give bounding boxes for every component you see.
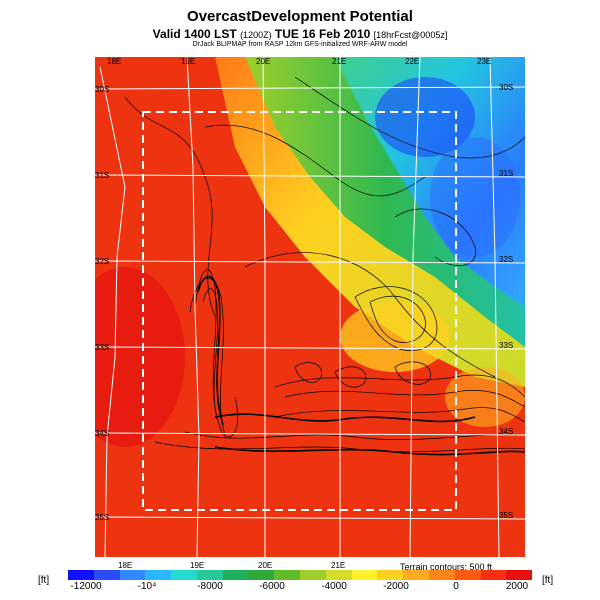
unit-left: [ft] [38, 575, 50, 586]
lon-label-bottom: 21E [331, 561, 346, 570]
lat-label-left: 32S [95, 257, 110, 266]
lon-label-top: 22E [405, 57, 420, 66]
colorbar-segment [506, 570, 533, 580]
valid-time-line: Valid 1400 LST (1200Z) TUE 16 Feb 2010 [… [0, 27, 600, 41]
lon-label-top: 19E [181, 57, 196, 66]
lon-label-bottom: 18E [118, 561, 133, 570]
cold-patch-2 [430, 137, 520, 257]
colorbar-tick: 2000 [505, 581, 529, 592]
lat-label-right: 34S [499, 427, 514, 436]
lat-label-right: 33S [499, 341, 514, 350]
lat-label-right: 31S [499, 169, 514, 178]
colorbar-segment [68, 570, 94, 580]
terrain-contour-note: Terrain contours: 500 ft [400, 562, 493, 572]
inner-domain-box [142, 111, 457, 511]
colorbar-segment [377, 570, 404, 580]
colorbar-segment [248, 570, 275, 580]
lon-label-bottom: 19E [190, 561, 205, 570]
colorbar-segment [403, 570, 429, 580]
lon-label-top: 23E [477, 57, 492, 66]
colorbar-segment [145, 570, 172, 580]
lat-label-left: 30S [95, 85, 110, 94]
colorbar-segment [480, 570, 507, 580]
colorbar-tick: -4000 [321, 581, 347, 592]
page-title: OvercastDevelopment Potential [187, 8, 413, 25]
red-patch-west [95, 267, 185, 447]
colorbar [68, 570, 533, 580]
lat-lon-grid [95, 57, 525, 557]
map-canvas [95, 57, 525, 557]
colorbar-tick: -6000 [259, 581, 285, 592]
lat-label-left: 35S [95, 513, 110, 522]
colorbar-segment [351, 570, 378, 580]
lat-label-right: 35S [499, 511, 514, 520]
colorbar-segment [325, 570, 352, 580]
colorbar-segment [454, 570, 481, 580]
colorbar-segment [300, 570, 326, 580]
lon-label-bottom: 20E [258, 561, 273, 570]
unit-right: [ft] [542, 575, 554, 586]
lat-label-left: 33S [95, 343, 110, 352]
colorbar-segment [119, 570, 146, 580]
lon-label-top: 18E [107, 57, 122, 66]
colorbar-tick: -8000 [197, 581, 223, 592]
colorbar-segment [274, 570, 301, 580]
valid-time: Valid 1400 LST [152, 27, 237, 41]
colorbar-segment [93, 570, 120, 580]
colorbar-tick: 0 [453, 581, 459, 592]
init-time: (1200Z) [240, 30, 272, 40]
colorbar-tick: -10⁴ [137, 581, 157, 592]
terrain-contours [124, 76, 525, 453]
lat-label-left: 31S [95, 171, 110, 180]
colorbar-tick: -12000 [70, 581, 102, 592]
lat-label-right: 30S [499, 83, 514, 92]
lat-label-right: 32S [499, 255, 514, 264]
colorbar-segment [222, 570, 249, 580]
colorbar-segment [428, 570, 455, 580]
lon-label-top: 21E [332, 57, 347, 66]
deep-cold-patch [375, 77, 475, 157]
model-subtitle: DrJack BLIPMAP from RASP 12km GFS-initia… [192, 41, 408, 48]
forecast-info: [18hrFcst@0005z] [373, 30, 448, 40]
colorbar-segment [171, 570, 197, 580]
lat-label-left: 34S [95, 429, 110, 438]
thick-contours [197, 275, 525, 456]
colorbar-tick: -2000 [383, 581, 409, 592]
colorbar-segment [196, 570, 223, 580]
valid-date: TUE 16 Feb 2010 [274, 27, 371, 41]
forecast-map: 18E 19E 20E 21E 22E 23E 30S 31S 32S 33S … [95, 57, 525, 557]
lon-label-top: 20E [256, 57, 271, 66]
